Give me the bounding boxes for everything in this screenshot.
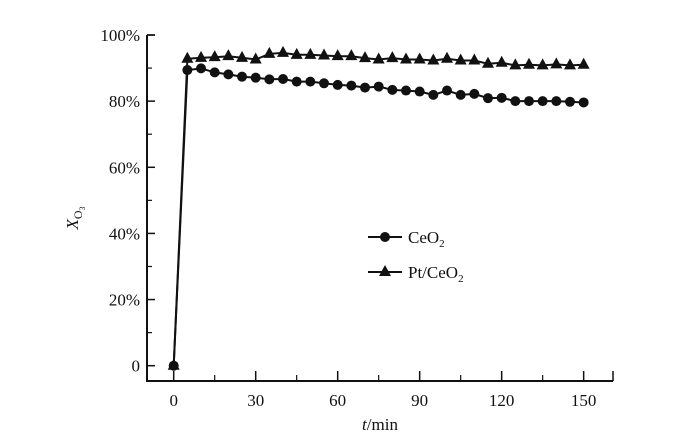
data-point-ceo2	[346, 80, 357, 91]
y-tick-label: 80%	[109, 92, 140, 111]
data-point-ceo2	[414, 86, 425, 97]
x-tick-label: 120	[489, 391, 515, 410]
data-point-ceo2	[291, 76, 302, 87]
legend: CeO2 Pt/CeO2	[368, 228, 464, 285]
data-point-ptceo2	[468, 53, 481, 65]
data-point-ceo2	[564, 96, 575, 107]
x-tick-label: 60	[329, 391, 346, 410]
data-point-ptceo2	[509, 58, 522, 70]
data-point-ptceo2	[263, 46, 276, 58]
series-layer	[167, 45, 590, 371]
data-point-ceo2	[237, 71, 248, 82]
x-tick-label: 150	[571, 391, 597, 410]
data-point-ptceo2	[481, 56, 494, 68]
data-point-ceo2	[373, 81, 384, 92]
legend-marker-ptceo2	[379, 265, 391, 276]
data-point-ptceo2	[441, 51, 453, 63]
data-point-ceo2	[482, 93, 493, 104]
data-point-ceo2	[278, 73, 289, 84]
data-point-ceo2	[455, 89, 466, 100]
data-point-ptceo2	[181, 51, 194, 63]
data-point-ptceo2	[290, 47, 303, 59]
data-point-ceo2	[401, 85, 412, 96]
data-point-ceo2	[578, 97, 589, 108]
x-axis-title: t/min	[362, 415, 398, 434]
data-point-ceo2	[360, 82, 371, 93]
data-point-ptceo2	[577, 57, 590, 69]
data-point-ceo2	[209, 67, 220, 78]
data-point-ceo2	[428, 89, 439, 100]
data-point-ceo2	[223, 69, 234, 80]
data-point-ptceo2	[236, 50, 249, 62]
data-point-ceo2	[332, 79, 343, 90]
data-point-ceo2	[496, 92, 507, 103]
data-point-ceo2	[196, 63, 207, 74]
data-point-ptceo2	[208, 50, 221, 62]
y-tick-label: 0	[132, 357, 141, 376]
data-point-ptceo2	[372, 52, 385, 64]
data-point-ptceo2	[249, 52, 262, 64]
data-point-ptceo2	[277, 45, 290, 57]
data-point-ptceo2	[195, 50, 208, 62]
data-point-ptceo2	[386, 51, 399, 63]
data-point-ptceo2	[318, 48, 331, 60]
data-point-ceo2	[551, 96, 562, 107]
y-tick-label: 60%	[109, 158, 140, 177]
data-point-ptceo2	[413, 52, 426, 64]
data-point-ptceo2	[495, 55, 508, 67]
data-point-ptceo2	[345, 49, 358, 61]
x-tick-label: 0	[169, 391, 178, 410]
data-point-ptceo2	[522, 57, 535, 69]
data-point-ceo2	[510, 96, 521, 107]
data-point-ptceo2	[454, 53, 467, 65]
data-point-ceo2	[442, 85, 452, 96]
data-point-ptceo2	[550, 57, 563, 69]
data-point-ceo2	[250, 72, 261, 83]
data-point-ceo2	[264, 74, 275, 85]
data-point-ptceo2	[359, 51, 372, 63]
data-point-ptceo2	[563, 58, 576, 70]
data-point-ptceo2	[536, 58, 549, 70]
data-point-ceo2	[469, 88, 480, 99]
data-point-ptceo2	[331, 49, 344, 61]
data-point-ceo2	[537, 96, 548, 107]
y-tick-label: 40%	[109, 224, 140, 243]
series-line-ptceo2	[172, 51, 584, 366]
data-point-ptceo2	[167, 358, 180, 370]
data-point-ptceo2	[222, 49, 235, 61]
x-tick-label: 90	[411, 391, 428, 410]
data-point-ceo2	[319, 78, 330, 89]
data-point-ptceo2	[400, 52, 413, 64]
y-axis-title: XO3	[63, 206, 87, 230]
data-point-ceo2	[387, 84, 398, 95]
y-tick-label: 100%	[100, 26, 140, 45]
series-line-ceo2	[172, 67, 584, 366]
data-point-ceo2	[523, 96, 534, 107]
data-point-ceo2	[305, 76, 316, 87]
legend-marker-ceo2	[380, 232, 390, 242]
legend-label-ceo2: CeO2	[408, 228, 445, 250]
data-point-ptceo2	[427, 53, 440, 65]
data-point-ptceo2	[304, 47, 317, 59]
x-tick-label: 30	[247, 391, 264, 410]
axes: 0 20% 40% 60% 80% 100% 0 30 60 90 120 150	[100, 26, 614, 410]
y-tick-label: 20%	[109, 291, 140, 310]
legend-label-ptceo2: Pt/CeO2	[408, 263, 464, 285]
